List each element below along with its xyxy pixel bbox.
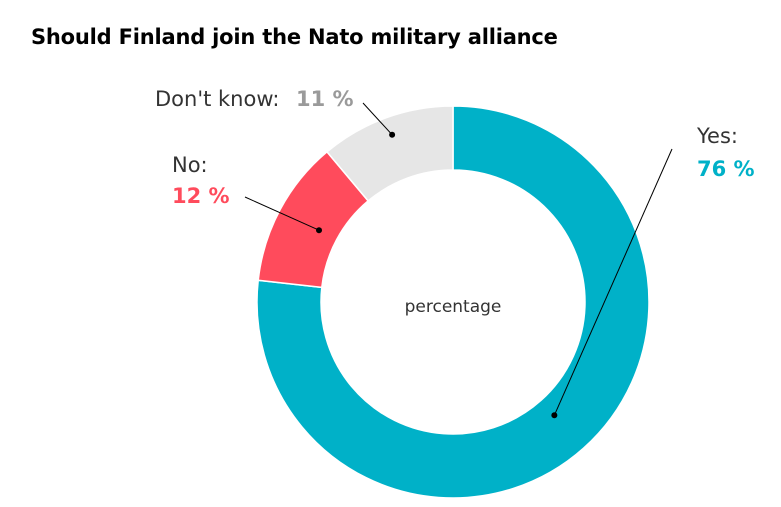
slice-don-t-know	[325, 105, 454, 202]
slice-value-don-t-know: 11 %	[296, 87, 354, 111]
callout-dot-no	[316, 227, 323, 234]
slice-value-yes: 76 %	[697, 157, 755, 181]
slice-label-no: No:	[172, 153, 208, 177]
slice-value-no: 12 %	[172, 184, 230, 208]
slice-label-don-t-know: Don't know:	[155, 87, 279, 111]
callout-dot-don-t-know	[389, 131, 396, 138]
donut-center-label: percentage	[405, 297, 502, 317]
callout-line-no	[244, 196, 320, 231]
callout-line-don-t-know	[362, 102, 393, 136]
slice-callouts: Yes: 76 % No: 12 % Don't know: 11 %	[155, 87, 755, 419]
chart-title: Should Finland join the Nato military al…	[31, 25, 558, 49]
callout-line-yes	[553, 148, 673, 416]
callout-dot-yes	[551, 412, 558, 419]
slice-label-yes: Yes:	[696, 124, 738, 148]
slice-yes	[256, 105, 650, 499]
donut-slices	[256, 105, 650, 499]
